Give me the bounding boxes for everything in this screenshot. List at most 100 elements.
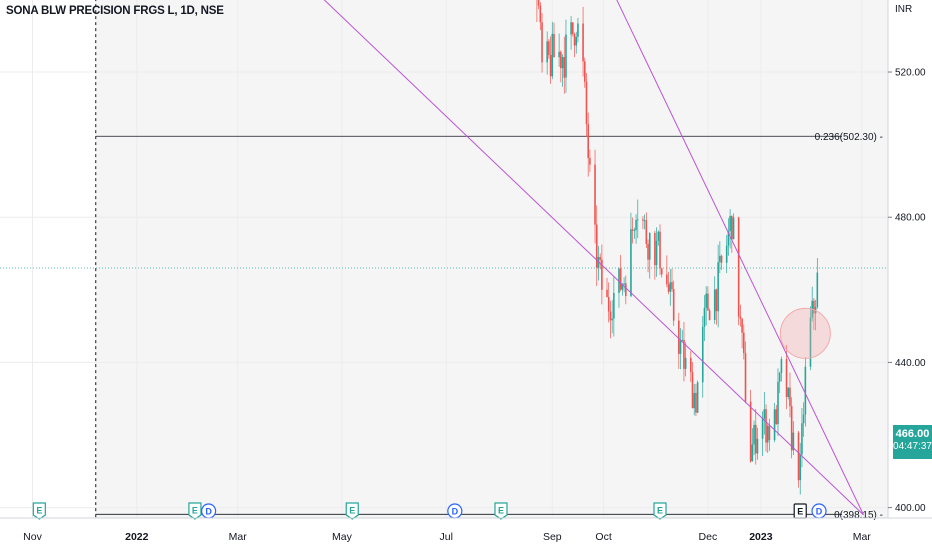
price-axis[interactable]: 400.00440.00480.00520.00560.00600.00640.… [887,0,926,518]
candle-body [695,392,697,413]
time-axis[interactable]: Nov 2022 Mar May Jul Sep Oct Dec 2023 Mar [0,517,932,543]
trendline-upper[interactable] [96,0,864,516]
time-axis-label: Mar [229,531,248,543]
candle-body [642,219,644,221]
candle-body [768,425,771,441]
earnings-marker-letter: E [797,507,803,517]
candle-body [589,158,591,165]
candle-body [749,401,752,462]
earnings-event-icon[interactable]: E [32,502,46,520]
candle-body [625,283,627,297]
time-axis-label: Oct [595,531,611,543]
candle-body [707,293,709,311]
candle-body [636,219,639,221]
dividend-event-icon[interactable]: D [201,503,217,519]
candle-body [572,22,574,34]
time-axis-label: Sep [543,531,562,543]
candle-body [643,220,646,222]
candle-body [648,232,651,260]
candle-body [587,124,589,159]
candle-body [789,387,791,407]
candle-body [595,224,598,268]
dividend-event-icon[interactable]: D [447,503,463,519]
trendlines[interactable] [96,0,864,516]
candle-body [619,268,622,290]
earnings-marker-letter: E [36,506,42,516]
dividend-event-icon[interactable]: D [811,503,827,519]
candle-body [575,36,578,46]
candle-body [546,41,548,63]
fibonacci-retracement[interactable]: 1(839.55) -0.786(745.10) -0.618(670.95) … [95,0,883,521]
candle-body [691,372,694,409]
time-axis-label: 2023 [749,531,773,543]
candle-body [708,310,711,320]
earnings-event-icon[interactable]: E [653,502,667,520]
candle-body [613,292,615,319]
price-axis-label: 480.00 [895,213,926,224]
candle-body [727,231,730,246]
candle-body [565,34,567,78]
candle-body [585,81,588,125]
candle-body [537,0,540,6]
earnings-marker-shape [345,502,359,520]
candle-body [633,230,636,231]
candle-body [773,409,776,441]
candle-body [659,231,661,269]
price-axis-label: 520.00 [895,68,926,79]
candle-body [671,282,673,290]
candle-body [732,217,735,240]
candle-body [719,255,721,263]
candle-body [669,282,672,292]
candle-body [790,406,793,451]
candle-body [775,409,778,425]
candle-body [761,418,764,439]
trendline-lower[interactable] [96,0,864,516]
candle-body [607,297,610,312]
candle-body [701,326,704,383]
candle-body [802,414,805,424]
candle-body [539,5,542,23]
candle-body [577,23,579,37]
currency-label: INR [895,4,913,15]
candle-body [667,284,670,292]
symbol-title: SONA BLW PRECISION FRGS L, 1D, NSE [6,5,224,17]
candle-body [705,293,707,308]
earnings-marker-shape [188,502,202,520]
candle-body [654,232,656,266]
candle-body [787,387,790,398]
earnings-marker-letter: E [349,506,355,516]
candle-body [570,22,572,35]
candle-body [609,311,612,321]
earnings-event-icon[interactable]: E [494,502,508,520]
candle-body [678,320,680,354]
candle-body [553,33,555,58]
candle-body [631,229,634,231]
price-axis-label: 440.00 [895,358,926,369]
earnings-marker-shape [494,502,508,520]
candle-body [804,366,807,415]
candle-body [693,392,696,409]
earnings-event-icon[interactable]: E [188,502,202,520]
candle-body [713,289,716,320]
candle-body [623,283,625,285]
candle-body [679,340,682,354]
candle-body [809,317,812,367]
candle-body [594,164,596,225]
earnings-marker-letter: E [498,506,504,516]
earnings-event-icon[interactable]: E [793,503,807,519]
candle-body [666,274,668,285]
time-axis-label: May [332,531,353,543]
candle-body [763,409,766,419]
earnings-event-icon[interactable]: E [345,502,359,520]
candles [536,0,819,495]
time-axis-label: Mar [853,531,872,543]
time-axis-label: Dec [699,531,718,543]
candle-body [742,332,745,354]
candle-body [778,372,781,382]
candle-body [739,316,742,319]
candle-body [548,41,550,56]
highlight-circle[interactable] [779,307,831,359]
candle-body [660,268,663,275]
